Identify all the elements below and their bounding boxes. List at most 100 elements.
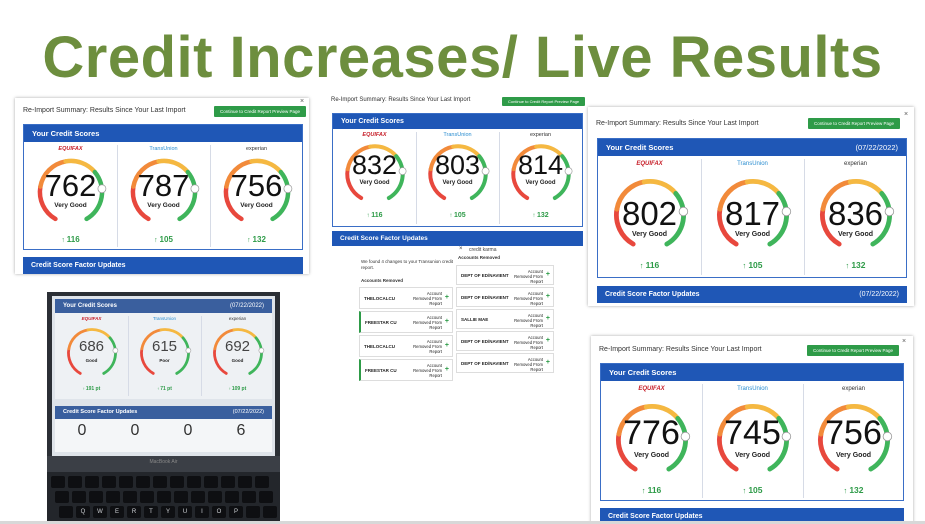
bureau-score-equifax: EQUIFAX 832 Very Good ↑ 116 [333,132,416,224]
up-arrow-icon: ↑ [82,386,86,391]
score-rating: Good [85,358,98,363]
score-change-value: 105 [748,260,763,270]
bureau-score-transunion: TransUnion 615 Poor ↑ 71 pt [128,316,201,400]
score-gauge [34,155,108,234]
account-removed-row[interactable]: DEPT OF ED/NAVIENT Account Removed From R… [456,265,554,285]
bureau-name: TransUnion [443,132,472,138]
close-icon[interactable]: × [459,246,463,252]
close-icon[interactable]: × [904,111,909,118]
keyboard-key [140,491,154,503]
expand-plus-icon[interactable]: + [444,318,449,325]
credit-score-value: 692 [224,338,251,355]
continue-preview-button[interactable]: Continue to Credit Report Preview Page [214,106,307,117]
summary-header-title: Re-Import Summary: Results Since Your La… [331,97,471,103]
account-removed-row[interactable]: THELOCALCU Account Removed From Report + [359,335,453,357]
account-removed-row[interactable]: FREESTAR CU Account Removed From Report + [359,359,453,381]
panel-title: Your Credit Scores [606,143,674,152]
score-change: ↑ 116 [24,235,117,244]
keyboard-key [136,476,150,488]
score-rating: Very Good [631,231,667,238]
score-rating: Very Good [734,231,770,238]
keyboard-key: U [178,506,192,518]
score-rating: Very Good [835,452,871,459]
score-change: ↑ 105 [702,485,803,495]
credit-scores-bar: Your Credit Scores (07/22/2022) [598,139,906,156]
continue-preview-button[interactable]: Continue to Credit Report Preview Page [807,345,900,356]
factor-title: Credit Score Factor Updates [63,409,138,415]
account-removed-row[interactable]: FREESTAR CU Account Removed From Report + [359,311,453,333]
score-change-value: 105 [748,485,763,495]
expand-plus-icon[interactable]: + [444,366,449,373]
expand-plus-icon[interactable]: + [545,337,550,344]
factor-updates-bar[interactable]: Credit Score Factor Updates [600,508,904,524]
score-change: ↑ 191 pt [55,386,128,392]
keyboard-key [187,476,201,488]
score-change-value: 132 [536,212,549,219]
laptop-bezel: MacBook Air [47,456,280,472]
expand-plus-icon[interactable]: + [545,359,550,366]
import-summary-screenshot-4: Re-Import Summary: Results Since Your La… [591,336,913,524]
creditor-name: DEPT OF ED/NAVIENT [461,273,509,278]
score-change-value: 191 pt [85,386,101,392]
factor-update-count: 0 [77,422,87,439]
close-icon[interactable]: × [300,98,305,105]
score-rating: Very Good [240,202,273,209]
account-status: Account Removed From Report [514,269,543,284]
factor-update-count: 6 [236,422,246,439]
creditor-name: FREESTAR CU [365,320,397,325]
factor-updates-bar[interactable]: Credit Score Factor Updates (07/22/2022) [597,286,907,303]
factor-updates-bar[interactable]: Credit Score Factor Updates [332,231,583,246]
score-change-value: 116 [371,212,383,219]
credit-scores-bar: Your Credit Scores [601,364,903,381]
score-change: ↑ 132 [803,485,904,495]
credit-score-value: 756 [825,414,882,452]
bureau-score-equifax: EQUIFAX 802 Very Good ↑ 116 [598,161,701,277]
keyboard-key [246,506,260,518]
expand-plus-icon[interactable]: + [545,315,550,322]
keyboard-key [72,491,86,503]
factor-title: Credit Score Factor Updates [605,291,700,298]
score-gauge [713,175,793,260]
creditor-name: DEPT OF ED/NAVIENT [461,339,509,344]
account-removed-row[interactable]: THELOCALCU Account Removed From Report + [359,287,453,309]
score-change: ↑ 105 [701,260,804,270]
account-removed-row[interactable]: DEPT OF ED/NAVIENT Account Removed From R… [456,331,554,351]
expand-plus-icon[interactable]: + [444,342,449,349]
creditor-name: FREESTAR CU [365,368,397,373]
account-status: Account Removed From Report [413,339,442,354]
expand-plus-icon[interactable]: + [444,294,449,301]
summary-header-title: Re-Import Summary: Results Since Your La… [596,120,759,127]
continue-preview-button[interactable]: Continue to Credit Report Preview Page [502,97,586,106]
expand-plus-icon[interactable]: + [545,293,550,300]
score-gauge [127,155,201,234]
account-status: Account Removed From Report [514,357,543,372]
keyboard-key [221,476,235,488]
bureau-name: TransUnion [152,316,177,321]
bureau-score-equifax: EQUIFAX 776 Very Good ↑ 116 [601,386,702,500]
account-removed-row[interactable]: DEPT OF ED/NAVIENT Account Removed From R… [456,353,554,373]
score-change: ↑ 105 [416,212,499,219]
score-gauge [610,175,690,260]
account-removed-row[interactable]: SALLIE MAE Account Removed From Report + [456,309,554,329]
close-icon[interactable]: × [902,338,907,345]
account-removed-row[interactable]: DEPT OF ED/NAVIENT Account Removed From R… [456,287,554,307]
score-change-value: 132 [252,235,266,244]
score-change: ↑ 116 [601,485,702,495]
keyboard-key: O [212,506,226,518]
slide-title: Credit Increases/ Live Results [42,25,883,90]
up-arrow-icon: ↑ [742,261,749,270]
account-status: Account Removed From Report [514,335,543,350]
keyboard-key [89,491,103,503]
credit-score-value: 745 [724,414,781,452]
laptop-label: MacBook Air [149,459,178,465]
score-gauge [210,325,266,386]
factor-updates-bar[interactable]: Credit Score Factor Updates [23,257,303,274]
continue-preview-button[interactable]: Continue to Credit Report Preview Page [808,118,901,129]
score-change-value: 105 [159,235,173,244]
score-rating: Very Good [442,180,473,186]
creditor-name: THELOCALCU [364,344,395,349]
expand-plus-icon[interactable]: + [545,271,550,278]
credit-score-value: 776 [623,414,680,452]
credit-score-value: 802 [621,195,678,232]
credit-score-value: 832 [351,150,398,180]
